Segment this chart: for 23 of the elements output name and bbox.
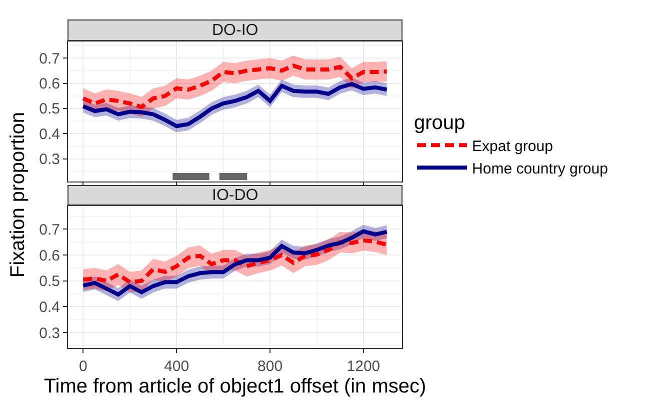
x-tick-label: 800 — [258, 358, 283, 375]
legend-label: Expat group — [472, 138, 553, 155]
y-tick-label: 0.5 — [39, 100, 60, 118]
chart-title: IO-DO — [212, 187, 258, 204]
line-series — [81, 238, 389, 284]
line-series — [81, 64, 389, 109]
legend-title: group — [414, 112, 466, 134]
y-tick-label: 0.3 — [39, 151, 60, 168]
x-tick-label: 0 — [79, 358, 88, 375]
y-tick-label: 0.6 — [39, 76, 60, 93]
x-axis-title: Time from article of object1 offset (in msec) — [44, 376, 426, 398]
y-tick-label: 0.7 — [39, 221, 60, 238]
y-axis-title: Fixation proportion — [7, 112, 30, 278]
x-tick-label: 1200 — [346, 358, 380, 375]
y-tick-label: 0.6 — [39, 247, 60, 264]
y-tick-label: 0.5 — [39, 273, 60, 290]
y-tick-label: 0.7 — [39, 50, 60, 68]
legend-label: Home country group — [472, 160, 608, 178]
x-tick-label: 400 — [164, 358, 190, 375]
y-tick-label: 0.3 — [39, 324, 60, 342]
y-tick-label: 0.4 — [39, 126, 60, 143]
y-tick-label: 0.4 — [39, 298, 60, 316]
chart-title: DO-IO — [212, 22, 258, 39]
